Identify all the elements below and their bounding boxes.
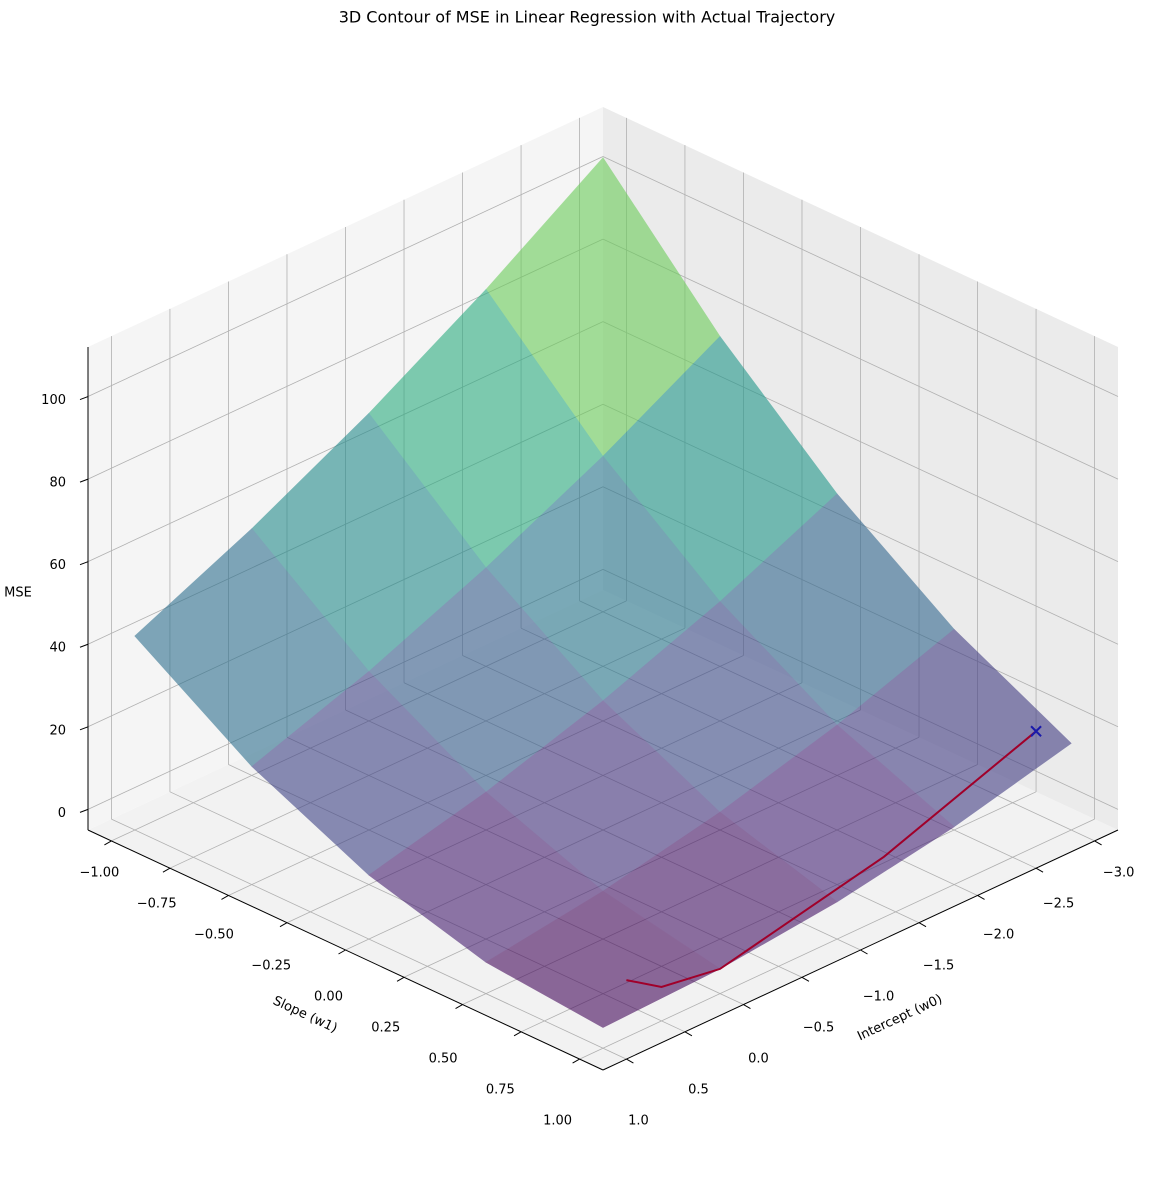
y-tick-label: 0.75 [486, 1083, 515, 1098]
z-tick-label: 40 [49, 641, 66, 656]
x-tick-label: 1.0 [628, 1114, 649, 1129]
x-tick-label: −2.5 [1043, 896, 1075, 911]
grid-line [602, 238, 1119, 480]
y-tick [162, 867, 171, 873]
grid-line [602, 156, 1119, 397]
y-tick-label: 0.50 [429, 1052, 458, 1067]
z-tick [79, 561, 89, 566]
x-tick-label: 0.5 [688, 1083, 709, 1098]
chart-title: 3D Contour of MSE in Linear Regression w… [339, 8, 836, 27]
y-tick-label: 0.25 [371, 1021, 400, 1036]
x-tick [743, 1004, 751, 1009]
y-tick-label: 0.00 [314, 990, 343, 1005]
z-tick-label: 0 [58, 806, 66, 821]
z-tick-label: 80 [49, 476, 66, 491]
x-tick [626, 1058, 634, 1064]
trajectory-start-marker [1030, 725, 1042, 737]
y-tick [572, 1058, 580, 1064]
x-tick [801, 976, 810, 982]
y-tick [513, 1031, 522, 1037]
z-tick-label: 60 [49, 558, 66, 573]
x-tick [860, 949, 868, 955]
x-tick-label: −1.5 [923, 958, 955, 973]
y-tick-label: −0.75 [137, 896, 177, 911]
trajectory-line [626, 730, 1037, 989]
y-tick-label: −1.00 [79, 865, 119, 880]
y-tick [396, 976, 405, 982]
x-tick-label: −1.0 [863, 990, 895, 1005]
y-tick [455, 1004, 463, 1009]
x-tick-label: −3.0 [1103, 865, 1135, 880]
x-tick [684, 1031, 693, 1037]
x-tick [918, 922, 927, 928]
z-axis-label: MSE [4, 586, 32, 601]
z-tick-label: 20 [49, 723, 66, 738]
y-tick-label: −0.25 [251, 958, 291, 973]
x-tick-label: 0.0 [748, 1052, 769, 1067]
y-tick [104, 840, 112, 846]
y-tick-label: 1.00 [543, 1114, 572, 1129]
surface-patch [485, 890, 721, 1028]
z-tick-label: 100 [41, 393, 66, 408]
y-tick-label: −0.50 [194, 927, 234, 942]
z-tick [79, 808, 89, 813]
x-tick-label: −2.0 [983, 927, 1015, 942]
z-tick [79, 643, 89, 648]
x-tick [977, 895, 985, 900]
grid-line [579, 818, 1095, 1060]
x-tick [1094, 840, 1102, 846]
grid-line [87, 156, 604, 397]
x-tick-label: −0.5 [803, 1021, 835, 1036]
z-tick [79, 478, 89, 483]
z-tick [79, 396, 89, 401]
y-tick [221, 895, 229, 900]
z-tick [79, 726, 89, 731]
y-tick [338, 949, 346, 955]
x-tick [1035, 867, 1044, 873]
y-tick [279, 922, 288, 928]
